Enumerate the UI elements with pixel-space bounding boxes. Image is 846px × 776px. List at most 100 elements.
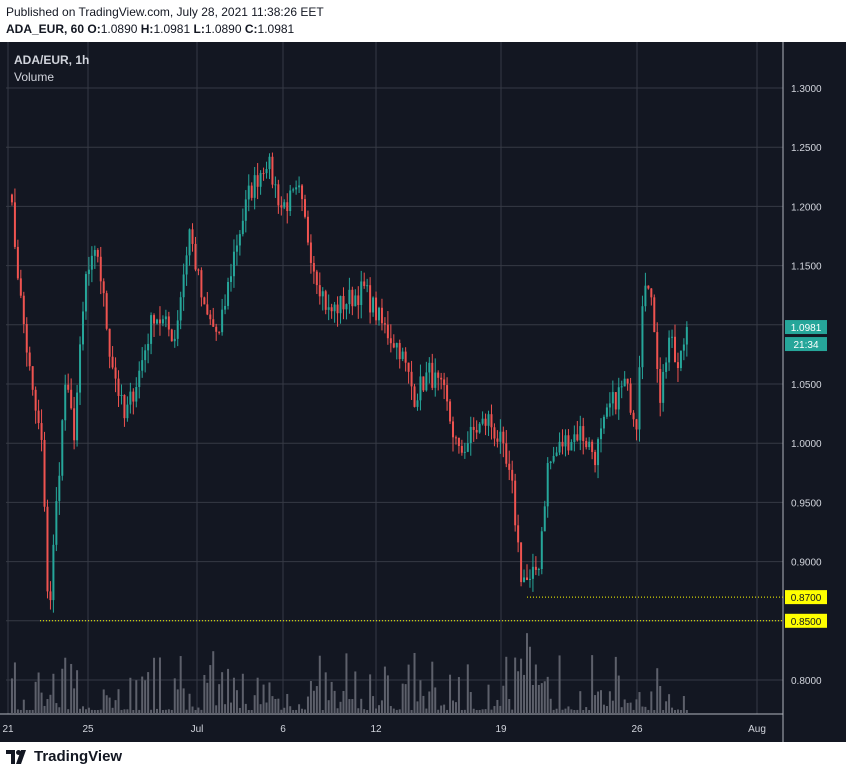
volume-bar (434, 687, 437, 714)
x-tick-label: Aug (748, 724, 766, 735)
volume-bar (215, 705, 218, 714)
y-tick-label: 1.0500 (791, 380, 822, 391)
volume-bar (200, 709, 203, 714)
candle-body (505, 443, 508, 464)
y-tick-label: 1.2500 (791, 143, 822, 154)
candle-body (333, 304, 336, 312)
volume-bar (457, 677, 460, 714)
volume-bar (123, 709, 126, 714)
candle-body (209, 314, 212, 320)
candle-body (472, 426, 475, 430)
volume-bar (164, 709, 167, 714)
volume-bar (582, 709, 585, 714)
candle-body (540, 531, 543, 570)
volume-bar (87, 707, 90, 714)
volume-bar (617, 675, 620, 714)
volume-bar (209, 665, 212, 714)
footer: TradingView (0, 742, 846, 776)
volume-bar (523, 674, 526, 714)
candle-body (259, 173, 262, 187)
candle-body (484, 418, 487, 426)
candle-body (454, 437, 457, 439)
volume-bar (309, 681, 312, 714)
candle-body (508, 463, 511, 470)
volume-bar (203, 674, 206, 714)
candle-body (164, 316, 167, 320)
candle-body (537, 569, 540, 571)
chart-title: ADA/EUR, 1h (14, 53, 90, 67)
candle-body (158, 319, 161, 324)
volume-bar (360, 698, 363, 714)
candle-body (22, 295, 25, 325)
candle-body (105, 293, 108, 329)
volume-bar (99, 709, 102, 714)
volume-bar (588, 709, 591, 714)
volume-bar (315, 686, 318, 714)
volume-bar (67, 709, 70, 714)
candle-body (665, 362, 668, 372)
volume-bar (46, 699, 49, 714)
volume-bar (608, 691, 611, 714)
candle-body (614, 392, 617, 410)
volume-bar (437, 709, 440, 714)
volume-bar (256, 677, 259, 714)
chart-panel[interactable]: 0.80000.85000.90000.95001.00001.05001.10… (0, 42, 846, 742)
volume-bar (469, 692, 472, 714)
candle-body (221, 309, 224, 333)
candle-body (144, 350, 147, 361)
candle-body (298, 185, 301, 188)
volume-bar (114, 700, 117, 714)
volume-bar (227, 668, 230, 714)
brand-name: TradingView (34, 748, 123, 765)
volume-bar (463, 709, 466, 714)
candle-body (647, 285, 650, 289)
chart-canvas[interactable]: 0.80000.85000.90000.95001.00001.05001.10… (0, 42, 846, 742)
candle-body (395, 343, 398, 348)
candle-body (227, 281, 230, 306)
candle-body (650, 288, 653, 298)
volume-bar (312, 690, 315, 714)
volume-bar (327, 700, 330, 714)
candle-body (549, 461, 552, 464)
candle-body (552, 455, 555, 462)
volume-bar (493, 706, 496, 714)
x-tick-label: 6 (280, 724, 286, 735)
candle-body (280, 205, 283, 208)
y-tick-label: 1.3000 (791, 84, 822, 95)
candle-body (446, 385, 449, 402)
x-tick-label: Jul (191, 724, 204, 735)
candle-body (247, 185, 250, 200)
volume-bar (19, 709, 22, 714)
volume-bar (135, 680, 138, 714)
candle-body (478, 423, 481, 433)
candle-body (591, 441, 594, 452)
candle-body (428, 362, 431, 373)
candle-body (55, 501, 58, 545)
candle-body (378, 307, 380, 321)
candle-body (141, 360, 144, 371)
low-value: 1.0890 (204, 22, 242, 36)
candle-body (117, 378, 120, 396)
volume-bar (443, 704, 446, 714)
volume-bar (333, 690, 336, 714)
candle-body (517, 525, 520, 543)
candle-body (600, 428, 602, 440)
volume-bar (375, 708, 378, 714)
candle-body (413, 386, 416, 407)
candle-body (662, 371, 665, 403)
candle-body (682, 344, 685, 351)
candle-body (422, 376, 425, 391)
volume-bar (185, 709, 188, 714)
volume-bar (230, 702, 232, 714)
volume-bar (398, 709, 401, 714)
volume-bar (679, 709, 682, 714)
volume-bar (413, 652, 416, 714)
candle-body (481, 418, 484, 424)
candle-body (564, 435, 567, 447)
candle-body (668, 337, 671, 363)
candle-body (534, 566, 537, 570)
volume-bar (13, 662, 16, 714)
y-tick-label: 0.9000 (791, 558, 822, 569)
y-tick-label: 0.9500 (791, 498, 822, 509)
volume-bar (191, 706, 194, 714)
